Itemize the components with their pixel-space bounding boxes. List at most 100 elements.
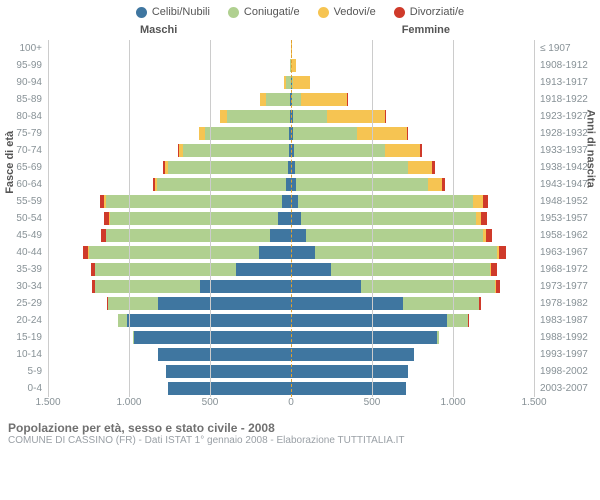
bar-segment	[473, 195, 483, 208]
bar-segment	[301, 212, 476, 225]
birth-label: 1948-1952	[534, 196, 600, 207]
bar-area	[48, 93, 534, 106]
bar-segment	[166, 365, 291, 378]
age-row: 35-391968-1972	[0, 261, 600, 278]
male-bar	[48, 365, 291, 378]
bar-segment	[106, 195, 283, 208]
birth-label: 1973-1977	[534, 281, 600, 292]
bar-segment	[499, 246, 506, 259]
bar-segment	[291, 297, 403, 310]
bar-area	[48, 212, 534, 225]
bar-segment	[293, 127, 357, 140]
x-tick: 1.500	[35, 397, 60, 408]
bar-area	[48, 161, 534, 174]
caption-title: Popolazione per età, sesso e stato civil…	[8, 421, 592, 435]
x-tick: 1.000	[440, 397, 465, 408]
legend-item: Celibi/Nubili	[136, 6, 210, 18]
male-bar	[48, 348, 291, 361]
x-axis: 1.5001.00050005001.0001.500	[48, 397, 534, 415]
legend-swatch	[318, 7, 329, 18]
age-row: 60-641943-1947	[0, 176, 600, 193]
female-bar	[291, 161, 534, 174]
bar-segment	[301, 93, 347, 106]
bar-segment	[259, 246, 291, 259]
female-bar	[291, 246, 534, 259]
age-label: 10-14	[0, 349, 48, 360]
bar-segment	[106, 229, 270, 242]
age-row: 30-341973-1977	[0, 278, 600, 295]
female-bar	[291, 42, 534, 55]
age-row: 55-591948-1952	[0, 193, 600, 210]
male-bar	[48, 42, 291, 55]
pyramid-plot: Fasce di età Anni di nascita 100+≤ 19079…	[0, 40, 600, 397]
male-bar	[48, 263, 291, 276]
bar-segment	[89, 246, 259, 259]
birth-label: ≤ 1907	[534, 43, 600, 54]
male-bar	[48, 246, 291, 259]
bar-segment	[291, 195, 298, 208]
bar-segment	[95, 263, 236, 276]
bar-segment	[496, 280, 501, 293]
age-label: 85-89	[0, 94, 48, 105]
bar-area	[48, 229, 534, 242]
bar-segment	[158, 348, 291, 361]
age-row: 75-791928-1932	[0, 125, 600, 142]
female-bar	[291, 110, 534, 123]
bar-segment	[108, 297, 158, 310]
age-row: 85-891918-1922	[0, 91, 600, 108]
bar-segment	[407, 127, 408, 140]
female-bar	[291, 331, 534, 344]
bar-segment	[298, 195, 473, 208]
bar-segment	[481, 212, 487, 225]
bar-area	[48, 110, 534, 123]
age-row: 40-441963-1967	[0, 244, 600, 261]
male-bar	[48, 59, 291, 72]
female-bar	[291, 212, 534, 225]
legend-item: Divorziati/e	[394, 6, 464, 18]
caption: Popolazione per età, sesso e stato civil…	[0, 415, 600, 450]
female-bar	[291, 263, 534, 276]
male-bar	[48, 127, 291, 140]
header-female: Femmine	[402, 24, 450, 36]
x-tick: 500	[202, 397, 219, 408]
x-tick: 1.000	[116, 397, 141, 408]
bar-segment	[293, 76, 310, 89]
age-row: 15-191988-1992	[0, 329, 600, 346]
female-bar	[291, 93, 534, 106]
bar-segment	[296, 178, 429, 191]
male-bar	[48, 93, 291, 106]
bar-area	[48, 280, 534, 293]
y-axis-title-right: Anni di nascita	[584, 109, 596, 187]
female-bar	[291, 76, 534, 89]
birth-label: 1958-1962	[534, 230, 600, 241]
bar-segment	[385, 144, 421, 157]
age-row: 25-291978-1982	[0, 295, 600, 312]
bar-segment	[315, 246, 496, 259]
age-label: 5-9	[0, 366, 48, 377]
age-label: 0-4	[0, 383, 48, 394]
birth-label: 1993-1997	[534, 349, 600, 360]
male-bar	[48, 382, 291, 395]
male-bar	[48, 76, 291, 89]
gender-headers: Maschi Femmine	[0, 24, 600, 40]
bar-segment	[291, 42, 292, 55]
bar-area	[48, 195, 534, 208]
y-axis-title-left: Fasce di età	[4, 130, 16, 193]
bar-segment	[491, 263, 497, 276]
bar-segment	[442, 178, 445, 191]
bar-segment	[278, 212, 291, 225]
bar-segment	[447, 314, 468, 327]
bar-segment	[306, 229, 483, 242]
bar-segment	[127, 314, 291, 327]
age-label: 25-29	[0, 298, 48, 309]
bar-segment	[291, 212, 301, 225]
bar-segment	[295, 161, 408, 174]
male-bar	[48, 161, 291, 174]
bar-segment	[266, 93, 290, 106]
male-bar	[48, 229, 291, 242]
age-label: 35-39	[0, 264, 48, 275]
bar-segment	[437, 331, 439, 344]
age-row: 20-241983-1987	[0, 312, 600, 329]
bar-segment	[291, 246, 315, 259]
bar-area	[48, 42, 534, 55]
